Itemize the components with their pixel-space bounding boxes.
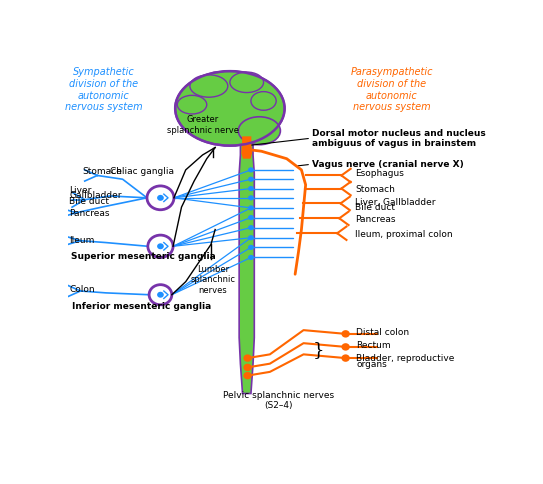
Circle shape xyxy=(342,354,350,362)
Text: Parasympathetic
division of the
autonomic
nervous system: Parasympathetic division of the autonomi… xyxy=(351,67,433,112)
Circle shape xyxy=(157,243,164,249)
Circle shape xyxy=(243,354,252,362)
Text: Superior mesenteric ganglia: Superior mesenteric ganglia xyxy=(71,252,216,261)
Circle shape xyxy=(243,363,252,371)
Circle shape xyxy=(147,186,174,210)
Text: Lumber
splanchnic
nerves: Lumber splanchnic nerves xyxy=(191,265,236,295)
Text: Gallbladder: Gallbladder xyxy=(69,192,122,200)
Text: organs: organs xyxy=(356,360,387,369)
Polygon shape xyxy=(239,136,254,393)
Circle shape xyxy=(149,285,172,305)
Circle shape xyxy=(248,215,254,220)
Text: Ileum: Ileum xyxy=(69,236,94,245)
Text: Bile duct: Bile duct xyxy=(69,197,109,206)
Text: Inferior mesenteric ganglia: Inferior mesenteric ganglia xyxy=(72,302,211,311)
Text: Greater
splanchnic nerve: Greater splanchnic nerve xyxy=(167,115,238,135)
Text: Colon: Colon xyxy=(69,286,95,294)
Ellipse shape xyxy=(238,117,280,145)
Text: Stomach: Stomach xyxy=(83,167,123,176)
Text: Sympathetic
division of the
autonomic
nervous system: Sympathetic division of the autonomic ne… xyxy=(65,67,142,112)
Circle shape xyxy=(157,195,164,201)
Text: Pelvic splanchnic nerves
(S2–4): Pelvic splanchnic nerves (S2–4) xyxy=(223,391,334,410)
Text: Esophagus: Esophagus xyxy=(355,169,404,178)
Circle shape xyxy=(248,235,254,241)
Circle shape xyxy=(248,186,254,191)
Circle shape xyxy=(248,167,254,172)
Circle shape xyxy=(248,255,254,260)
Circle shape xyxy=(248,195,254,200)
Ellipse shape xyxy=(178,95,207,114)
Text: Bladder, reproductive: Bladder, reproductive xyxy=(356,354,454,363)
Circle shape xyxy=(243,372,252,379)
Text: Dorsal motor nucleus and nucleus
ambiguus of vagus in brainstem: Dorsal motor nucleus and nucleus ambiguu… xyxy=(312,129,485,148)
Text: Liver: Liver xyxy=(69,186,92,195)
Text: Bile duct: Bile duct xyxy=(355,203,395,212)
Text: Stomach: Stomach xyxy=(355,185,395,194)
Circle shape xyxy=(148,235,173,257)
Ellipse shape xyxy=(230,72,263,92)
Circle shape xyxy=(248,245,254,250)
Text: Celiac ganglia: Celiac ganglia xyxy=(110,166,174,176)
Polygon shape xyxy=(241,136,252,159)
Circle shape xyxy=(248,177,254,182)
Text: Liver, Gallbladder: Liver, Gallbladder xyxy=(355,198,435,207)
Text: Ileum, proximal colon: Ileum, proximal colon xyxy=(355,230,452,239)
Text: Distal colon: Distal colon xyxy=(356,328,409,337)
Circle shape xyxy=(342,343,350,350)
Ellipse shape xyxy=(190,75,228,97)
Text: Pancreas: Pancreas xyxy=(69,210,110,218)
Ellipse shape xyxy=(251,91,276,110)
Text: Pancreas: Pancreas xyxy=(355,214,395,224)
Circle shape xyxy=(157,292,164,298)
Text: }: } xyxy=(313,341,324,359)
Text: Vagus nerve (cranial nerve X): Vagus nerve (cranial nerve X) xyxy=(312,160,464,169)
Circle shape xyxy=(248,205,254,211)
Circle shape xyxy=(342,330,350,338)
Ellipse shape xyxy=(175,71,285,146)
Text: Rectum: Rectum xyxy=(356,341,391,350)
Circle shape xyxy=(248,225,254,230)
